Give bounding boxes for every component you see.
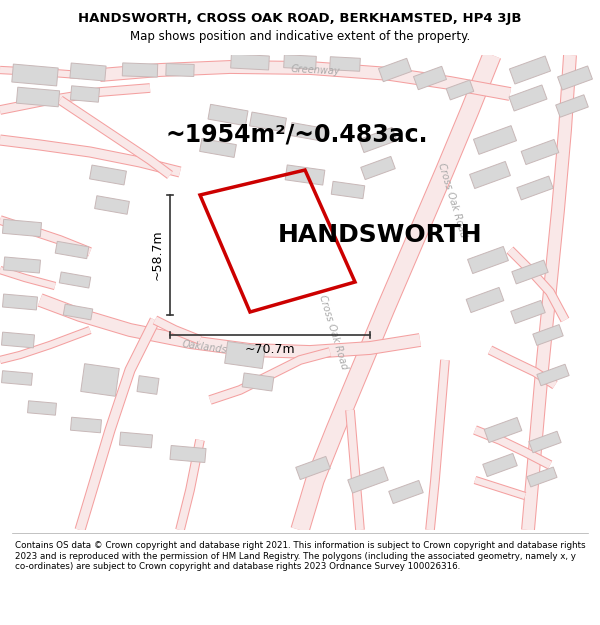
Polygon shape [389,481,423,504]
Polygon shape [1,332,35,348]
Polygon shape [557,66,592,90]
Polygon shape [446,80,474,100]
Polygon shape [4,257,40,273]
Polygon shape [285,165,325,185]
Polygon shape [122,63,158,77]
Polygon shape [81,364,119,396]
Polygon shape [359,127,397,152]
Polygon shape [527,467,557,487]
Polygon shape [2,219,41,237]
Text: ~58.7m: ~58.7m [151,229,164,280]
Polygon shape [12,64,58,86]
Polygon shape [521,139,559,164]
Polygon shape [55,241,89,259]
Polygon shape [529,431,561,452]
Text: ~1954m²/~0.483ac.: ~1954m²/~0.483ac. [165,123,427,147]
Polygon shape [348,467,388,493]
Polygon shape [95,196,130,214]
Polygon shape [533,324,563,346]
Polygon shape [16,88,59,107]
Polygon shape [59,272,91,288]
Text: HANDSWORTH, CROSS OAK ROAD, BERKHAMSTED, HP4 3JB: HANDSWORTH, CROSS OAK ROAD, BERKHAMSTED,… [78,12,522,25]
Polygon shape [200,139,236,158]
Polygon shape [166,64,194,76]
Polygon shape [208,104,248,126]
Polygon shape [70,418,101,432]
Polygon shape [28,401,56,415]
Polygon shape [361,156,395,179]
Polygon shape [2,294,38,310]
Polygon shape [537,364,569,386]
Text: ~70.7m: ~70.7m [245,343,295,356]
Text: Contains OS data © Crown copyright and database right 2021. This information is : Contains OS data © Crown copyright and d… [15,541,586,571]
Polygon shape [509,56,551,84]
Polygon shape [509,85,547,111]
Polygon shape [331,181,365,199]
Polygon shape [2,371,32,385]
Polygon shape [413,66,446,90]
Polygon shape [470,161,511,189]
Polygon shape [473,126,517,154]
Polygon shape [224,341,265,369]
Polygon shape [466,288,504,312]
Polygon shape [556,95,589,118]
Polygon shape [119,432,152,448]
Polygon shape [467,246,508,274]
Polygon shape [63,304,93,320]
Polygon shape [284,54,316,69]
Polygon shape [170,446,206,462]
Text: Cross Oak Road: Cross Oak Road [436,161,468,239]
Text: HANDSWORTH: HANDSWORTH [278,223,482,247]
Polygon shape [290,122,326,141]
Polygon shape [70,63,106,81]
Polygon shape [511,301,545,324]
Polygon shape [89,165,127,185]
Text: Greenway: Greenway [290,64,340,76]
Polygon shape [250,112,286,132]
Text: Map shows position and indicative extent of the property.: Map shows position and indicative extent… [130,30,470,43]
Polygon shape [483,453,517,477]
Polygon shape [70,86,100,102]
Polygon shape [137,376,159,394]
Polygon shape [242,373,274,391]
Text: Cross Oak Road: Cross Oak Road [317,294,349,371]
Polygon shape [512,260,548,284]
Polygon shape [517,176,553,200]
Polygon shape [230,54,269,70]
Polygon shape [329,57,361,71]
Polygon shape [484,418,522,442]
Polygon shape [379,58,412,82]
Polygon shape [296,456,330,479]
Text: Oaklands: Oaklands [182,339,228,355]
